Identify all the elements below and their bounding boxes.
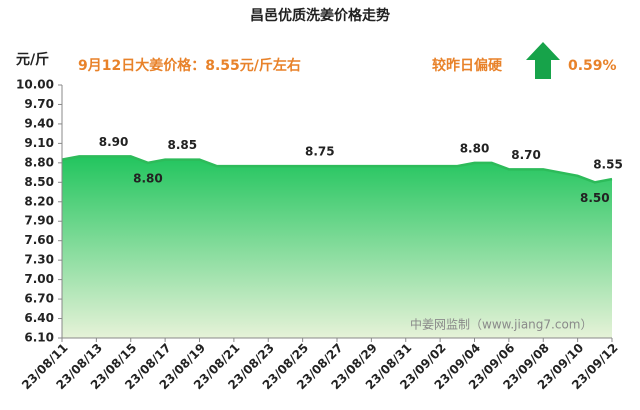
annotation: 9月12日大姜价格：8.55元/斤左右 (78, 57, 301, 74)
y-tick-label: 9.70 (24, 97, 54, 111)
data-label: 8.50 (580, 191, 610, 205)
y-tick-label: 9.10 (24, 136, 54, 150)
y-tick-label: 10.00 (16, 78, 54, 92)
y-tick-label: 6.10 (24, 331, 54, 345)
y-axis-label: 元/斤 (16, 51, 49, 68)
y-tick-label: 9.40 (24, 116, 54, 130)
data-label: 8.55 (593, 158, 623, 172)
area (62, 156, 612, 338)
data-label: 8.80 (460, 141, 490, 155)
data-label: 8.80 (133, 171, 163, 185)
data-label: 8.70 (511, 148, 541, 162)
y-tick-label: 8.50 (24, 175, 54, 189)
y-tick-label: 6.40 (24, 311, 54, 325)
up-arrow (526, 42, 560, 79)
y-tick-label: 8.80 (24, 155, 54, 169)
y-tick-label: 7.90 (24, 214, 54, 228)
watermark: 中姜网监制（www.jiang7.com） (410, 317, 592, 332)
y-tick-label: 8.20 (24, 194, 54, 208)
y-tick-label: 7.30 (24, 253, 54, 267)
change-value: 0.59% (568, 58, 617, 74)
line (61, 155, 613, 184)
y-tick-label: 6.70 (24, 292, 54, 306)
data-label: 8.75 (305, 145, 335, 159)
data-label: 8.85 (168, 138, 198, 152)
y-tick-label: 7.60 (24, 233, 54, 247)
change-text: 较昨日偏硬 (432, 57, 503, 74)
chart-title: 昌邑优质洗姜价格走势 (250, 7, 390, 24)
data-label: 8.90 (99, 135, 129, 149)
y-tick-label: 7.00 (24, 272, 54, 286)
